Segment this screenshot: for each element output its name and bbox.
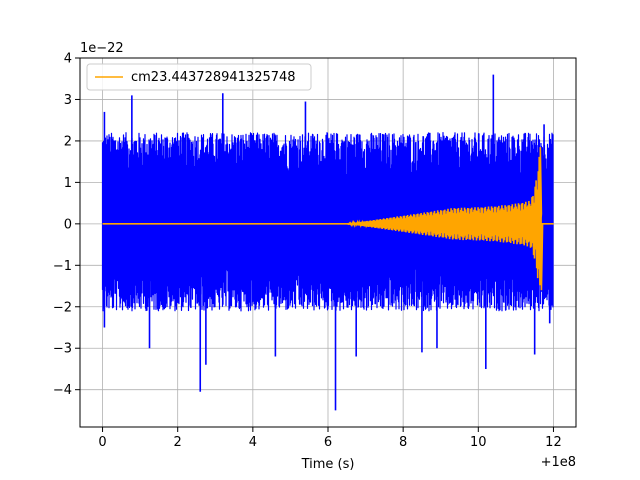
y-tick-label: 1 <box>64 176 72 191</box>
x-tick-label: 2 <box>174 435 182 450</box>
x-tick-label: 8 <box>399 435 407 450</box>
x-tick-label: 12 <box>545 435 562 450</box>
y-tick-label: 3 <box>64 93 72 108</box>
y-ticks: −4 −3 −2 −1 0 1 2 3 4 <box>53 52 80 398</box>
legend-entry-label: cm23.443728941325748 <box>131 70 296 85</box>
series-layer <box>101 74 554 411</box>
x-ticks: 0 2 4 6 8 10 12 <box>98 427 562 450</box>
legend-box <box>86 63 312 91</box>
y-tick-label: 0 <box>64 217 72 232</box>
y-tick-label: −2 <box>53 300 72 315</box>
x-axis-label: Time (s) <box>301 457 355 472</box>
y-tick-label: 2 <box>64 134 72 149</box>
x-offset-label: +1e8 <box>541 455 576 470</box>
chirp-series-line <box>102 147 554 291</box>
legend: cm23.443728941325748 <box>86 63 312 91</box>
x-tick-label: 6 <box>324 435 332 450</box>
x-tick-label: 0 <box>98 435 106 450</box>
x-tick-label: 4 <box>249 435 257 450</box>
x-tick-label: 10 <box>470 435 487 450</box>
y-tick-label: −1 <box>53 259 72 274</box>
y-tick-label: −4 <box>53 383 72 398</box>
y-tick-label: 4 <box>64 52 72 67</box>
y-scale-label: 1e−22 <box>80 41 124 56</box>
y-tick-label: −3 <box>53 342 72 357</box>
